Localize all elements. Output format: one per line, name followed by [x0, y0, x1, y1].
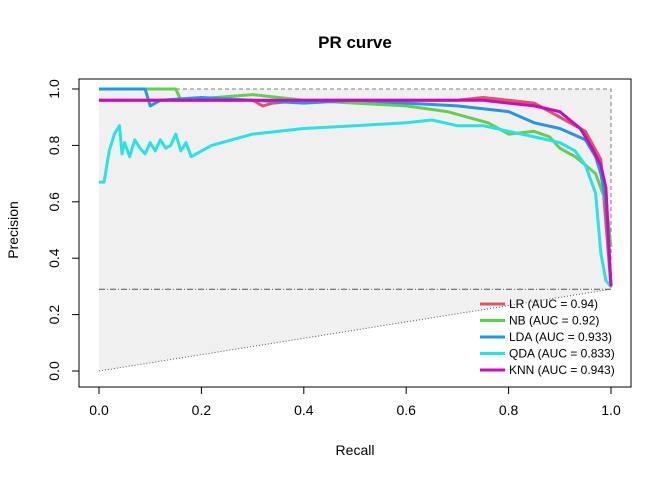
plot-area	[98, 87, 613, 372]
legend: LR (AUC = 0.94) NB (AUC = 0.92) LDA (AUC =…	[480, 297, 615, 377]
x-axis: 0.0 0.2 0.4 0.6 0.8 1.0	[89, 386, 621, 418]
y-axis: 0.0 0.2 0.4 0.6 0.8 1.0	[46, 79, 80, 381]
legend-label-2: LDA (AUC = 0.933)	[509, 330, 612, 344]
shaded-region	[99, 89, 611, 371]
y-tick-label: 0.8	[46, 135, 62, 155]
y-tick-label: 0.4	[46, 248, 62, 268]
series-line-3	[99, 118, 613, 288]
legend-label-1: NB (AUC = 0.92)	[509, 314, 599, 328]
y-axis-title: Precision	[5, 201, 21, 259]
x-tick-label: 0.2	[192, 402, 212, 418]
y-tick-label: 1.0	[46, 79, 62, 99]
legend-label-4: KNN (AUC = 0.943)	[509, 363, 615, 377]
lower-bound-line	[98, 288, 612, 372]
x-tick-label: 0.0	[89, 402, 109, 418]
x-tick-label: 0.6	[396, 402, 416, 418]
y-tick-label: 0.6	[46, 192, 62, 212]
legend-label-0: LR (AUC = 0.94)	[509, 297, 598, 311]
x-tick-label: 0.8	[499, 402, 519, 418]
legend-label-3: QDA (AUC = 0.833)	[509, 347, 615, 361]
perfect-classifier-line	[99, 88, 612, 290]
y-tick-label: 0.2	[46, 305, 62, 325]
chart-title: PR curve	[318, 33, 392, 52]
series-line-4	[99, 98, 613, 287]
x-axis-title: Recall	[336, 442, 375, 458]
x-tick-label: 0.4	[294, 402, 314, 418]
x-tick-label: 1.0	[601, 402, 621, 418]
y-tick-label: 0.0	[46, 361, 62, 381]
